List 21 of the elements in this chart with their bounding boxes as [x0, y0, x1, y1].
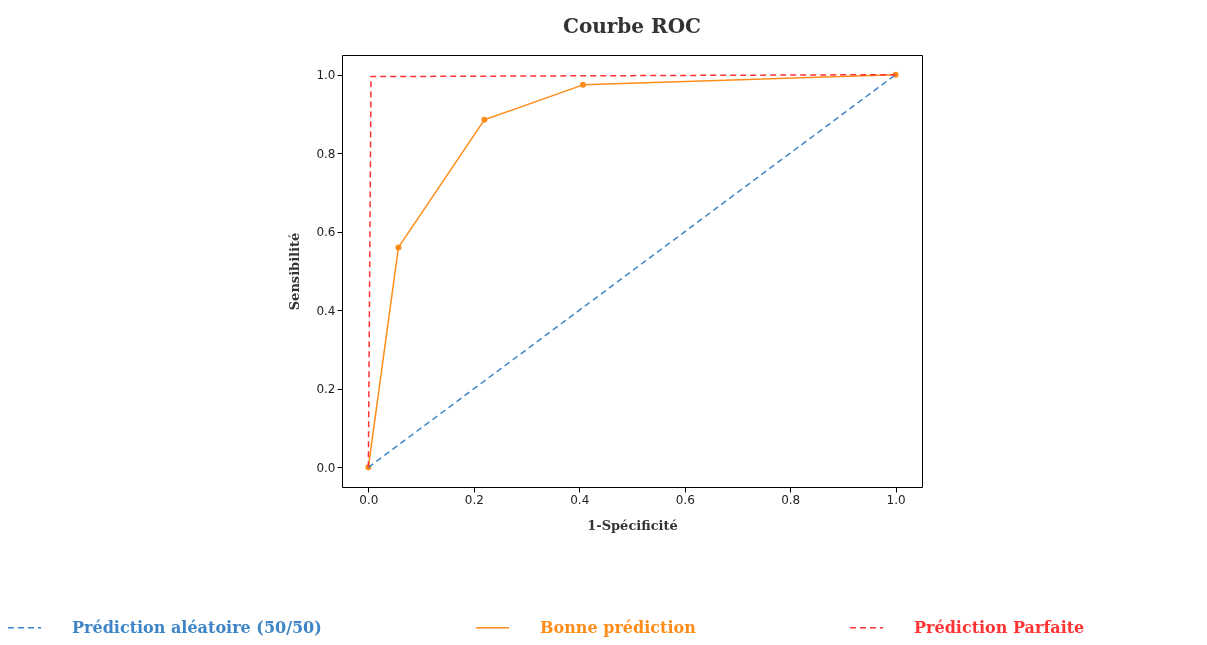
- point: [481, 116, 488, 123]
- x-tick-label: 1.0: [886, 492, 906, 507]
- x-tick-label: 0.2: [464, 492, 484, 507]
- y-axis-title: Sensibilité: [287, 232, 303, 311]
- y-tick-label: 0.0: [316, 460, 336, 475]
- y-tick-label: 0.8: [316, 146, 336, 161]
- x-axis-title: 1-Spécificité: [587, 517, 678, 533]
- legend-label: Bonne prédiction: [540, 617, 697, 637]
- legend-label: Prédiction Parfaite: [914, 617, 1085, 637]
- chart-title: Courbe ROC: [563, 14, 701, 38]
- y-tick-label: 1.0: [316, 68, 336, 83]
- y-tick-label: 0.2: [316, 382, 336, 397]
- x-tick-label: 0.6: [675, 492, 695, 507]
- y-tick-label: 0.4: [316, 303, 336, 318]
- y-tick-label: 0.6: [316, 225, 336, 240]
- point: [395, 244, 402, 251]
- legend-label: Prédiction aléatoire (50/50): [72, 617, 322, 637]
- x-tick-label: 0.0: [359, 492, 379, 507]
- x-tick-label: 0.4: [570, 492, 590, 507]
- x-tick-label: 0.8: [781, 492, 801, 507]
- point: [579, 81, 586, 88]
